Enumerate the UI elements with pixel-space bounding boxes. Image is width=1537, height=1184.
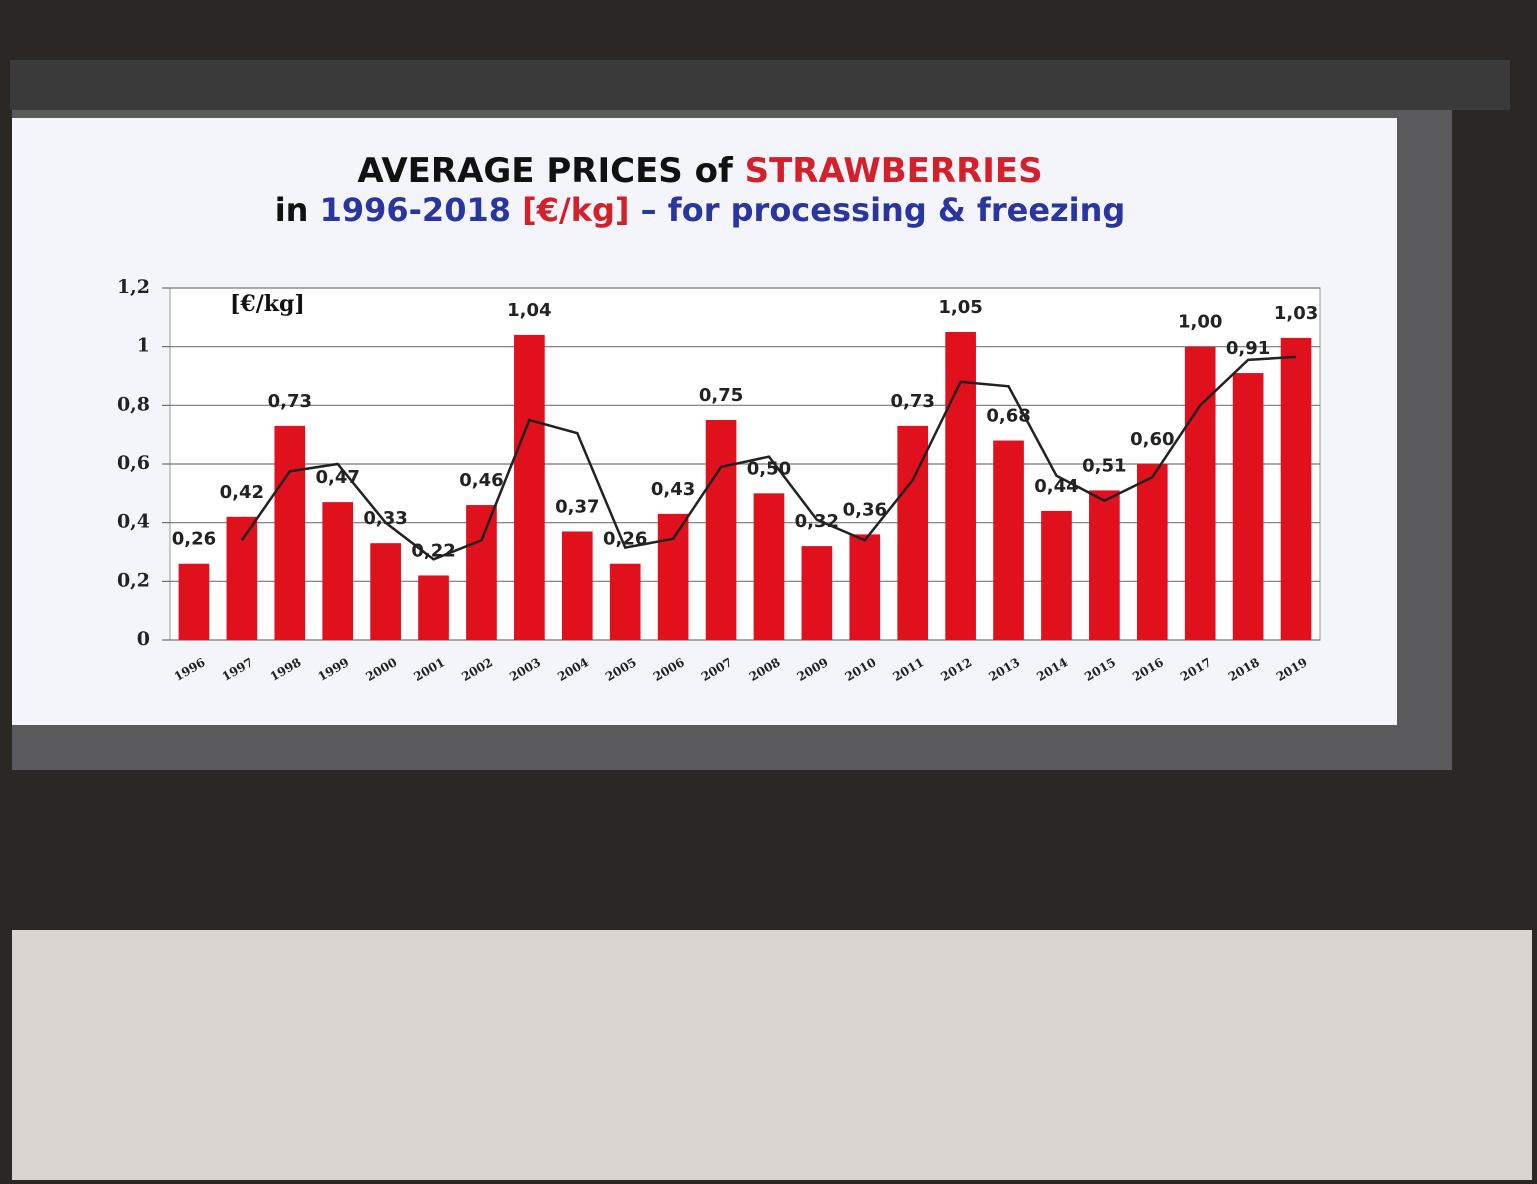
- value-label: 0,47: [315, 467, 359, 488]
- bar: [753, 493, 785, 640]
- y-tick-label: 0,8: [117, 393, 150, 415]
- chart-title: AVERAGE PRICES of STRAWBERRIES: [357, 151, 1042, 191]
- bar: [945, 332, 976, 640]
- y-tick-label: 0,4: [117, 511, 150, 533]
- bar: [657, 513, 689, 640]
- bar: [561, 531, 593, 640]
- bar: [849, 534, 881, 640]
- unit-annotation: [€/kg]: [230, 291, 305, 317]
- value-label: 0,73: [890, 391, 934, 412]
- bar: [1136, 464, 1168, 640]
- table: [12, 930, 1532, 1180]
- bar: [705, 420, 737, 640]
- value-label: 0,26: [172, 529, 216, 550]
- bar: [1280, 337, 1312, 640]
- value-label: 0,60: [1130, 429, 1174, 450]
- bar: [1089, 490, 1120, 640]
- value-label: 0,43: [651, 479, 695, 500]
- value-label: 1,04: [507, 300, 551, 321]
- y-tick-label: 0,6: [117, 452, 150, 474]
- value-label: 0,37: [555, 496, 599, 517]
- y-tick-label: 1,2: [117, 276, 150, 298]
- y-tick-label: 0,2: [117, 569, 150, 591]
- moving-average-line: [240, 355, 1297, 561]
- bar: [1184, 346, 1216, 640]
- value-label: 0,50: [747, 458, 791, 479]
- bar: [466, 505, 497, 640]
- bar: [1041, 510, 1072, 640]
- value-label: 0,44: [1034, 476, 1078, 497]
- title-part: [€/kg]: [511, 191, 630, 229]
- value-label: 0,51: [1082, 455, 1126, 476]
- value-label: 0,91: [1226, 338, 1270, 359]
- bar: [178, 563, 210, 640]
- title-part: in: [275, 191, 320, 229]
- title-part: 1996-2018: [320, 191, 511, 229]
- bar: [801, 546, 833, 640]
- value-label: 0,46: [459, 470, 503, 491]
- bar: [226, 516, 258, 640]
- bar: [609, 563, 641, 640]
- value-label: 1,00: [1178, 312, 1222, 333]
- title-part: STRAWBERRIES: [745, 151, 1043, 191]
- bar: [514, 334, 545, 640]
- bar: [993, 440, 1024, 640]
- y-tick-label: 1: [137, 335, 150, 357]
- value-label: 1,05: [938, 297, 982, 318]
- value-label: 0,75: [699, 385, 743, 406]
- value-label: 0,33: [363, 508, 407, 529]
- chart-title: in 1996-2018 [€/kg] – for processing & f…: [275, 191, 1126, 229]
- bar: [274, 425, 306, 640]
- bar: [322, 502, 354, 640]
- screen-housing: [10, 60, 1510, 110]
- y-tick-label: 0: [137, 628, 150, 650]
- value-label: 1,03: [1274, 303, 1318, 324]
- value-label: 0,32: [795, 511, 839, 532]
- value-label: 0,42: [220, 482, 264, 503]
- value-label: 0,68: [986, 406, 1030, 427]
- bar: [370, 543, 401, 640]
- value-label: 0,36: [843, 499, 887, 520]
- title-part: AVERAGE PRICES of: [357, 151, 744, 191]
- bar: [418, 575, 449, 640]
- title-part: – for processing & freezing: [630, 191, 1126, 229]
- bar: [1232, 373, 1264, 640]
- value-label: 0,73: [268, 391, 312, 412]
